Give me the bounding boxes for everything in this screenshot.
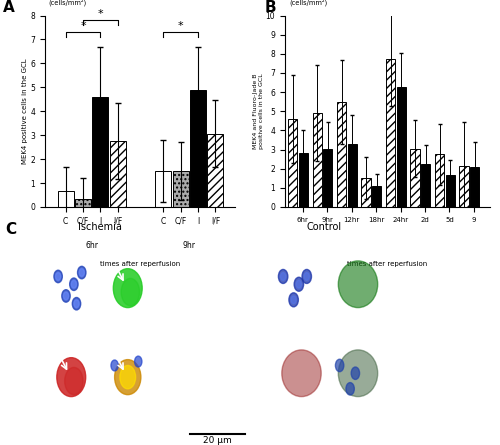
Bar [288,119,297,207]
Circle shape [291,296,296,303]
Bar [470,167,480,207]
Text: 20 μm: 20 μm [203,436,232,445]
Bar [410,149,420,207]
Bar [312,113,322,207]
Circle shape [78,266,86,279]
Ellipse shape [64,368,83,395]
Circle shape [294,277,304,291]
Circle shape [62,290,70,302]
Bar [337,101,346,207]
Ellipse shape [114,360,141,395]
Y-axis label: MEK4 positive cells in the GCL: MEK4 positive cells in the GCL [22,58,28,164]
Bar [362,178,370,207]
Circle shape [280,272,286,280]
Bar [190,90,206,207]
Text: MEK: MEK [47,405,62,411]
Bar [92,97,108,207]
Ellipse shape [114,269,142,307]
Circle shape [111,360,118,371]
Circle shape [351,367,360,380]
Text: times after reperfusion: times after reperfusion [348,260,428,267]
Bar [156,171,172,207]
Text: FJB: FJB [104,316,115,322]
Circle shape [278,269,288,283]
Circle shape [296,280,302,288]
Circle shape [74,300,79,307]
Text: Control: Control [307,222,342,232]
Text: Merged: Merged [328,405,354,411]
Ellipse shape [120,365,136,389]
Text: DAPI: DAPI [272,316,288,322]
Y-axis label: MEK4 and Fluoro-Jade B
positive cells in the GCL: MEK4 and Fluoro-Jade B positive cells in… [254,73,264,149]
Bar [172,171,188,207]
Bar [75,198,91,207]
Circle shape [56,272,61,280]
Bar [58,191,74,207]
Text: times after reperfusion: times after reperfusion [100,260,180,267]
Circle shape [72,280,76,288]
Circle shape [289,293,298,307]
Bar [396,87,406,207]
Bar [208,134,224,207]
Circle shape [54,270,62,283]
Text: A: A [3,0,15,15]
Ellipse shape [121,279,140,306]
Text: *: * [98,9,103,19]
Text: Merged: Merged [104,405,130,411]
Text: MEK: MEK [272,405,287,411]
Text: B: B [264,0,276,15]
Circle shape [304,272,310,280]
Text: 6hr: 6hr [85,241,98,251]
Circle shape [70,278,78,291]
Text: FJB: FJB [328,316,340,322]
Ellipse shape [282,350,321,396]
Text: *: * [80,21,86,31]
Circle shape [346,383,354,395]
Bar [386,59,395,207]
Circle shape [302,269,312,283]
Bar [348,144,357,207]
Text: *: * [178,21,184,31]
Bar [323,149,332,207]
Circle shape [72,297,80,310]
Bar [435,154,444,207]
Bar [299,154,308,207]
Text: (cells/mm²): (cells/mm²) [49,0,87,6]
Text: DAPI: DAPI [47,316,63,322]
Bar [446,175,455,207]
Bar [110,141,126,207]
Circle shape [79,269,84,276]
Circle shape [64,292,68,300]
Bar [460,166,468,207]
Circle shape [134,356,142,367]
Ellipse shape [338,350,378,396]
Ellipse shape [57,358,86,396]
Ellipse shape [338,261,378,307]
Text: (cells/mm²): (cells/mm²) [289,0,328,6]
Circle shape [336,359,344,372]
Bar [421,164,430,207]
Bar [372,186,382,207]
Text: C: C [5,222,16,238]
Text: Ischemia: Ischemia [78,222,122,232]
Text: 9hr: 9hr [183,241,196,251]
